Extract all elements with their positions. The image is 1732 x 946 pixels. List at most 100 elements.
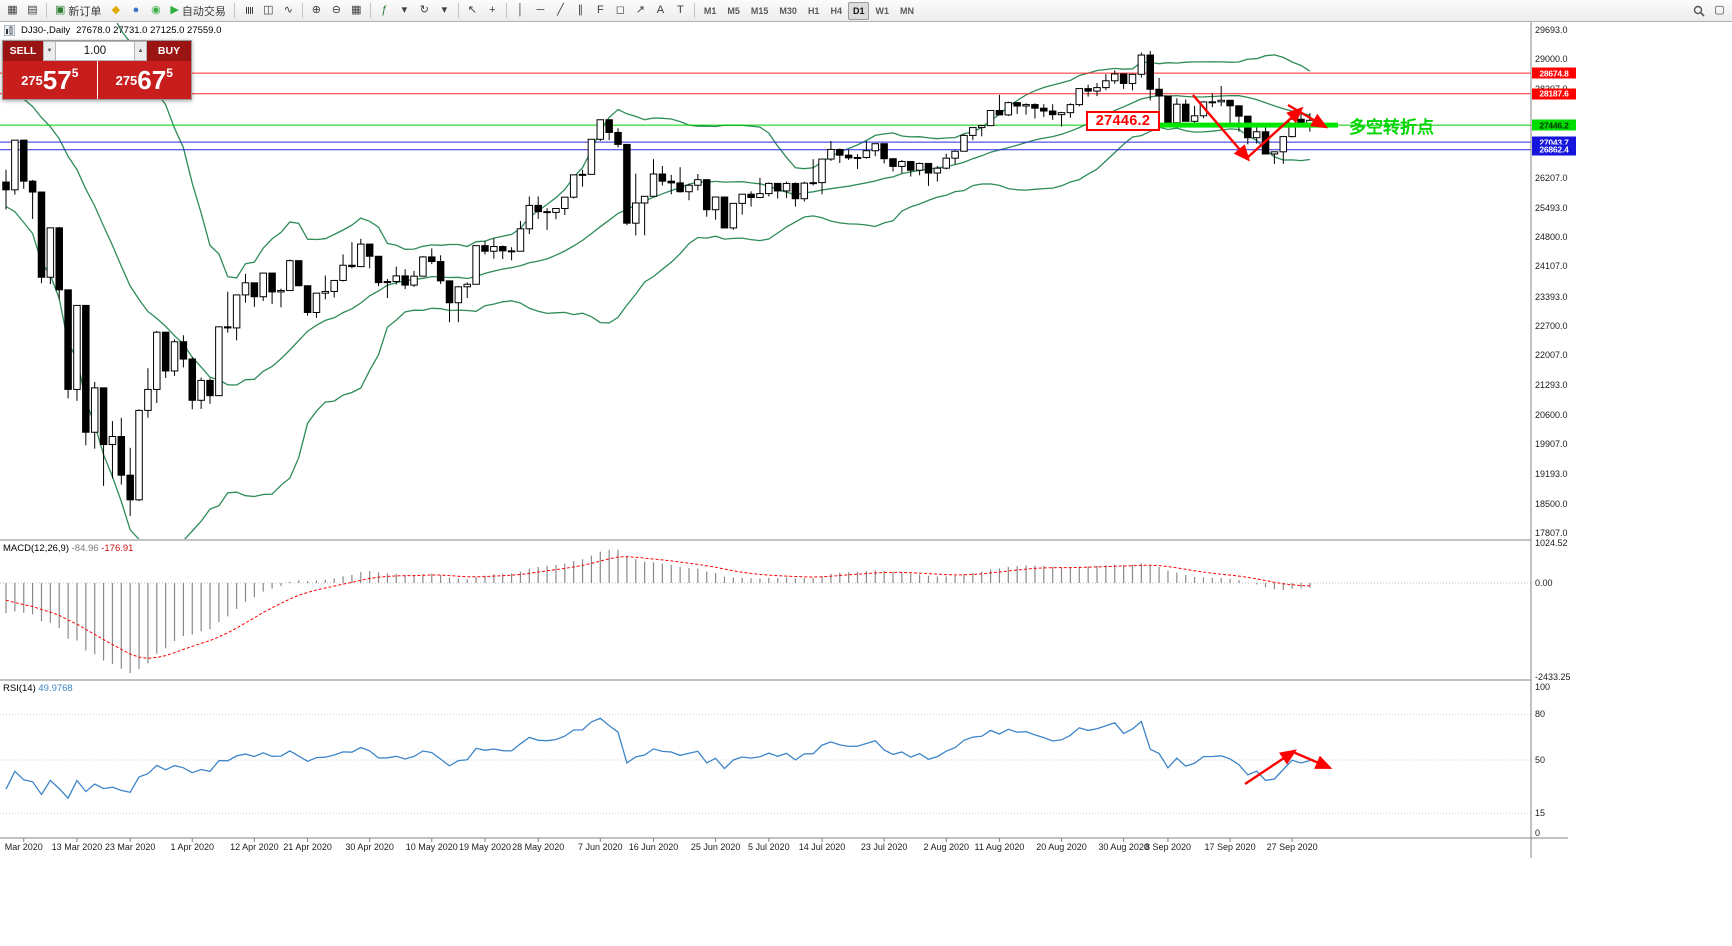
new-window-icon: ▢ bbox=[1714, 4, 1725, 16]
sell-price[interactable]: 275 57 5 bbox=[3, 61, 98, 99]
buy-price-sup: 5 bbox=[166, 66, 173, 80]
indicators-icon[interactable]: ƒ bbox=[375, 2, 394, 20]
trendline-icon[interactable]: ╱ bbox=[551, 2, 570, 20]
chart-window[interactable]: 29693.0 29000.0 28307.0 26207.0 25493.0 24800… bbox=[0, 22, 1732, 946]
tile-windows-icon[interactable]: ▦ bbox=[347, 2, 366, 20]
candlestick-icon[interactable]: ◫ bbox=[259, 2, 278, 20]
zoom-out-icon[interactable]: ⊖ bbox=[327, 2, 346, 20]
macd-main-value: -84.96 bbox=[71, 543, 99, 554]
buy-price[interactable]: 275 67 5 bbox=[98, 61, 192, 99]
buy-button[interactable]: BUY bbox=[147, 41, 191, 61]
trend-arrow-0 bbox=[1192, 94, 1251, 162]
templates-icon[interactable]: ▾ bbox=[435, 2, 454, 20]
chart-title-row: DJ30-,Daily 27678.0 27731.0 27125.0 2755… bbox=[4, 25, 221, 36]
new-window-icon[interactable]: ▢ bbox=[1710, 2, 1729, 20]
profiles-icon[interactable]: ▤ bbox=[23, 2, 42, 20]
line-chart-icon[interactable]: ∿ bbox=[279, 2, 298, 20]
community-icon[interactable]: ● bbox=[126, 2, 145, 20]
chart-mini-icon bbox=[4, 25, 15, 36]
indicators-menu-icon: ▾ bbox=[401, 4, 408, 16]
new-chart-icon: ▦ bbox=[7, 4, 18, 16]
crosshair-icon: + bbox=[489, 4, 496, 16]
toolbar: ▦ ▤ ▣ 新订单 ◆ ● ◉ ▶ 自动交易 ≣ ◫ ∿ ⊕ ⊖ ▦ ƒ ▾ ↻ ▾ ↖ + │ ─ ╱ ∥ F ◻ ↗ A T M1 M5 M… bbox=[0, 0, 1732, 22]
hline-icon[interactable]: ─ bbox=[531, 2, 550, 20]
macd-histogram bbox=[5, 549, 1311, 674]
new-order-button: ▣ bbox=[55, 4, 66, 16]
text-icon: A bbox=[656, 4, 665, 16]
metaquotes-icon: ◆ bbox=[111, 4, 121, 16]
timeframe-m1-button[interactable]: M1 bbox=[703, 5, 717, 16]
price-axis[interactable] bbox=[1531, 22, 1591, 838]
trend-arrow-1 bbox=[1246, 106, 1304, 159]
price-annotation-box[interactable]: 27446.2 bbox=[1086, 111, 1160, 131]
sell-button[interactable]: SELL bbox=[3, 41, 43, 61]
indicators-icon: ƒ bbox=[381, 4, 388, 16]
timeframe-h1-button[interactable]: H1 bbox=[807, 5, 820, 16]
timeframe-m5-button[interactable]: M5 bbox=[727, 5, 740, 16]
arrows-icon: ↗ bbox=[635, 4, 645, 16]
chart-symbol-period: DJ30-,Daily bbox=[21, 25, 71, 36]
vline-icon[interactable]: │ bbox=[511, 2, 530, 20]
buy-price-prefix: 275 bbox=[115, 72, 138, 88]
bb-upper bbox=[116, 23, 1311, 279]
arrows-icon[interactable]: ↗ bbox=[631, 2, 650, 20]
fibonacci-icon[interactable]: F bbox=[591, 2, 610, 20]
bar-chart-icon: ≣ bbox=[242, 5, 255, 16]
bb-lower bbox=[5, 126, 1310, 539]
new-order-button[interactable]: ▣ 新订单 bbox=[51, 2, 105, 20]
cursor-icon: ↖ bbox=[467, 4, 477, 16]
label-icon[interactable]: T bbox=[671, 2, 690, 20]
mql5-icon: ◉ bbox=[151, 4, 161, 16]
hline-icon: ─ bbox=[536, 4, 545, 16]
channel-icon[interactable]: ∥ bbox=[571, 2, 590, 20]
bb-middle bbox=[5, 88, 1311, 386]
zoom-in-icon[interactable]: ⊕ bbox=[307, 2, 326, 20]
channel-icon: ∥ bbox=[577, 4, 584, 16]
volume-decrease-button[interactable]: ▼ bbox=[43, 41, 56, 61]
turning-point-label[interactable]: 多空转折点 bbox=[1349, 118, 1434, 137]
indicators-menu-icon[interactable]: ▾ bbox=[395, 2, 414, 20]
buy-price-big: 67 bbox=[137, 65, 167, 95]
line-chart-icon: ∿ bbox=[283, 4, 293, 16]
crosshair-icon[interactable]: + bbox=[483, 2, 502, 20]
auto-trading-button[interactable]: ▶ 自动交易 bbox=[166, 2, 229, 20]
toolbar-separator bbox=[46, 3, 47, 18]
macd-label: MACD(12,26,9) -84.96 -176.91 bbox=[3, 543, 133, 554]
search-icon[interactable] bbox=[1689, 2, 1709, 20]
time-axis[interactable] bbox=[0, 838, 1531, 860]
auto-trading-button-label: 自动交易 bbox=[181, 5, 226, 18]
shapes-icon[interactable]: ◻ bbox=[611, 2, 630, 20]
new-chart-icon[interactable]: ▦ bbox=[3, 2, 22, 20]
timeframe-d1-button[interactable]: D1 bbox=[847, 1, 870, 20]
text-icon[interactable]: A bbox=[651, 2, 670, 20]
timeframe-h4-button[interactable]: H4 bbox=[830, 5, 842, 16]
bar-chart-icon[interactable]: ≣ bbox=[239, 2, 258, 20]
candles bbox=[2, 50, 1314, 516]
toolbar-separator bbox=[505, 3, 507, 18]
cursor-icon[interactable]: ↖ bbox=[463, 2, 482, 20]
rsi-name: RSI(14) bbox=[3, 683, 36, 694]
timeframe-m30-button[interactable]: M30 bbox=[779, 5, 797, 16]
zoom-out-icon: ⊖ bbox=[331, 4, 341, 16]
sell-price-sup: 5 bbox=[71, 66, 79, 80]
periods-icon: ↻ bbox=[419, 4, 429, 16]
volume-increase-button[interactable]: ▲ bbox=[134, 41, 147, 61]
new-order-button-label: 新订单 bbox=[68, 5, 102, 18]
periods-icon[interactable]: ↻ bbox=[415, 2, 434, 20]
fibonacci-icon: F bbox=[597, 4, 604, 16]
rsi-line bbox=[5, 717, 1311, 800]
profiles-icon: ▤ bbox=[27, 4, 38, 16]
timeframe-mn-button[interactable]: MN bbox=[899, 5, 914, 16]
tile-windows-icon: ▦ bbox=[351, 4, 362, 16]
metaquotes-icon[interactable]: ◆ bbox=[106, 2, 125, 20]
toolbar-separator bbox=[233, 3, 235, 18]
rsi-label: RSI(14) 49.9768 bbox=[3, 683, 73, 694]
timeframe-w1-button[interactable]: W1 bbox=[875, 5, 889, 16]
volume-input[interactable] bbox=[56, 41, 134, 61]
shapes-icon: ◻ bbox=[615, 4, 625, 16]
mql5-icon[interactable]: ◉ bbox=[146, 2, 165, 20]
timeframe-m15-button[interactable]: M15 bbox=[750, 5, 769, 16]
zoom-in-icon: ⊕ bbox=[311, 4, 321, 16]
